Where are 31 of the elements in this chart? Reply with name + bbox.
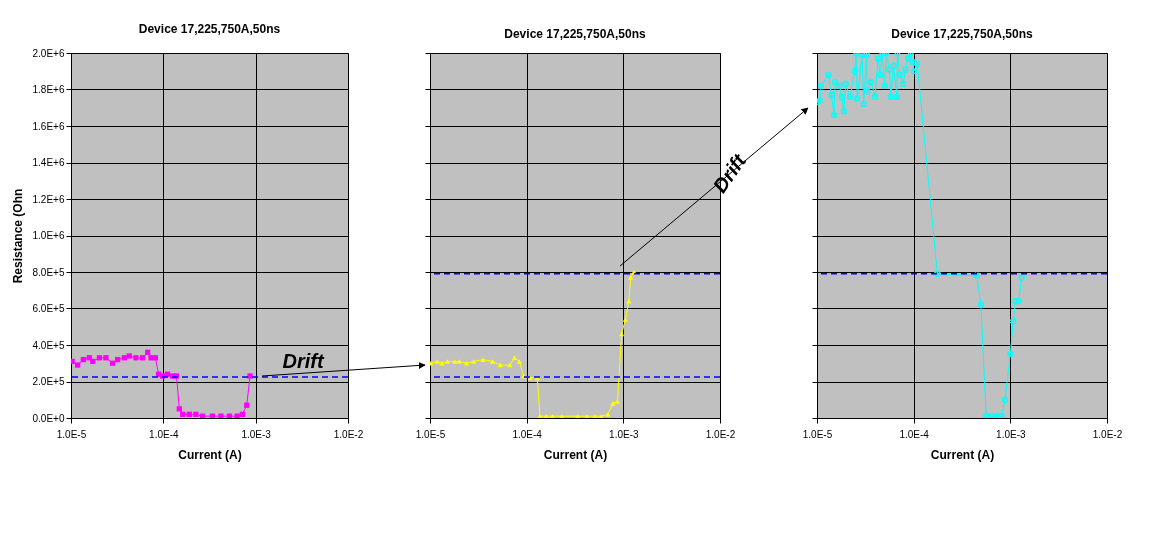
- y-tick-label: 1.4E+6: [32, 157, 65, 168]
- y-tick-label: 2.0E+5: [32, 376, 65, 387]
- chart-title: Device 17,225,750A,50ns: [891, 26, 1034, 41]
- y-axis-title: Resistance (Ohn: [10, 188, 25, 284]
- chart-title: Device 17,225,750A,50ns: [138, 22, 281, 36]
- x-tick-label: 1.0E-4: [149, 428, 179, 440]
- annotation: Drift: [282, 350, 325, 372]
- y-tick-label: 1.8E+6: [32, 84, 65, 95]
- x-tick-label: 1.0E-3: [241, 428, 272, 440]
- y-tick-label: 8.0E+5: [32, 266, 65, 278]
- x-tick-label: 1.0E-5: [56, 428, 87, 440]
- x-tick-label: 1.0E-3: [609, 428, 639, 440]
- x-axis-title: Current (A): [930, 447, 995, 462]
- y-tick-label: 2.0E+6: [32, 47, 65, 59]
- x-axis-title: Current (A): [178, 447, 242, 462]
- x-tick-label: 1.0E-2: [333, 428, 364, 440]
- x-tick-label: 1.0E-4: [512, 428, 543, 440]
- x-tick-label: 1.0E-5: [802, 428, 833, 440]
- y-tick-label: 6.0E+5: [32, 303, 65, 314]
- x-tick-label: 1.0E-2: [705, 428, 736, 440]
- x-tick-label: 1.0E-5: [415, 428, 446, 440]
- y-tick-label: 1.2E+6: [32, 193, 65, 205]
- chart-title: Device 17,225,750A,50ns: [504, 26, 647, 41]
- x-tick-label: 1.0E-4: [899, 428, 930, 440]
- y-tick-label: 1.6E+6: [32, 120, 65, 132]
- x-axis-title: Current (A): [543, 447, 608, 462]
- y-tick-label: 4.0E+5: [32, 339, 65, 351]
- y-tick-label: 1.0E+6: [32, 230, 65, 241]
- x-tick-label: 1.0E-3: [996, 428, 1026, 440]
- x-tick-label: 1.0E-2: [1092, 428, 1123, 440]
- y-tick-label: 0.0E+0: [32, 412, 65, 424]
